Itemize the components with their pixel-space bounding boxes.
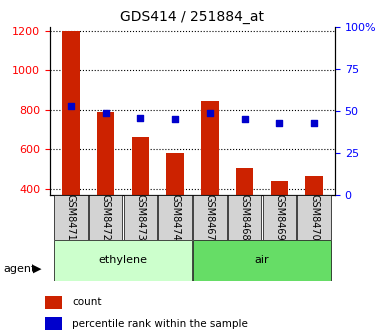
Text: GSM8468: GSM8468 (239, 194, 249, 241)
Point (172, 117, 178, 122)
Text: GSM8469: GSM8469 (275, 194, 285, 241)
FancyBboxPatch shape (89, 195, 122, 240)
FancyBboxPatch shape (193, 195, 226, 240)
Text: GSM8471: GSM8471 (66, 194, 76, 241)
FancyBboxPatch shape (159, 195, 192, 240)
Point (137, 115, 144, 120)
Text: ▶: ▶ (33, 264, 41, 274)
Point (207, 110, 213, 115)
Text: percentile rank within the sample: percentile rank within the sample (72, 319, 248, 329)
Bar (201, 101, 219, 195)
FancyBboxPatch shape (298, 195, 331, 240)
Text: GSM8470: GSM8470 (309, 194, 319, 241)
Text: ethylene: ethylene (99, 255, 147, 265)
FancyBboxPatch shape (54, 195, 87, 240)
Text: GSM8473: GSM8473 (136, 194, 146, 241)
FancyBboxPatch shape (193, 240, 331, 281)
Text: GSM8472: GSM8472 (100, 194, 110, 241)
Text: agent: agent (4, 264, 36, 274)
Point (276, 120, 283, 125)
Point (311, 120, 317, 125)
Bar (271, 181, 288, 195)
FancyBboxPatch shape (54, 240, 192, 281)
Bar (62, 31, 80, 195)
Point (102, 110, 109, 115)
Bar (45, 317, 62, 330)
FancyBboxPatch shape (263, 195, 296, 240)
Point (68, 103, 74, 109)
Text: GSM8474: GSM8474 (170, 194, 180, 241)
Bar (132, 136, 149, 195)
Bar (236, 168, 253, 195)
Bar (166, 153, 184, 195)
Title: GDS414 / 251884_at: GDS414 / 251884_at (121, 10, 264, 25)
Bar (45, 296, 62, 309)
Point (241, 117, 248, 122)
Bar (305, 176, 323, 195)
Text: count: count (72, 297, 102, 307)
Bar (97, 112, 114, 195)
FancyBboxPatch shape (228, 195, 261, 240)
Text: GSM8467: GSM8467 (205, 194, 215, 241)
FancyBboxPatch shape (124, 195, 157, 240)
Text: air: air (254, 255, 269, 265)
